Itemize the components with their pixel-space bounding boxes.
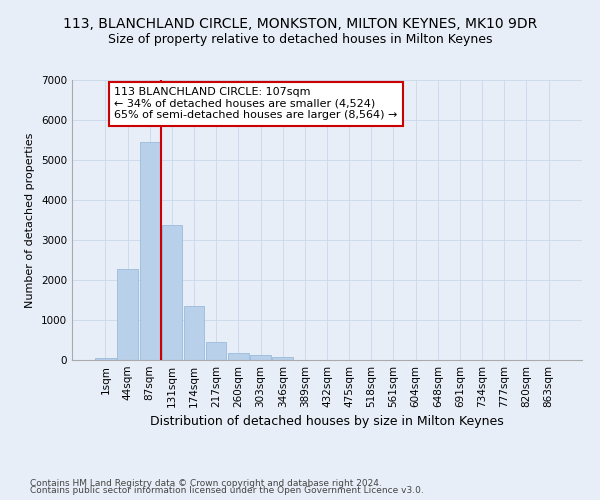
Bar (206, 342, 226, 360)
Bar (250, 355, 271, 360)
Bar (161, 225, 182, 360)
Bar (95, 358, 116, 360)
Text: 113, BLANCHLAND CIRCLE, MONKSTON, MILTON KEYNES, MK10 9DR: 113, BLANCHLAND CIRCLE, MONKSTON, MILTON… (63, 18, 537, 32)
Text: Contains HM Land Registry data © Crown copyright and database right 2024.: Contains HM Land Registry data © Crown c… (30, 478, 382, 488)
Y-axis label: Number of detached properties: Number of detached properties (25, 132, 35, 308)
Text: Contains public sector information licensed under the Open Government Licence v3: Contains public sector information licen… (30, 486, 424, 495)
Bar (118, 269, 138, 360)
Bar (184, 306, 204, 360)
Bar (228, 352, 248, 360)
X-axis label: Distribution of detached houses by size in Milton Keynes: Distribution of detached houses by size … (150, 416, 504, 428)
Bar (140, 142, 160, 360)
Bar (272, 357, 293, 360)
Text: 113 BLANCHLAND CIRCLE: 107sqm
← 34% of detached houses are smaller (4,524)
65% o: 113 BLANCHLAND CIRCLE: 107sqm ← 34% of d… (114, 87, 398, 120)
Text: Size of property relative to detached houses in Milton Keynes: Size of property relative to detached ho… (108, 32, 492, 46)
